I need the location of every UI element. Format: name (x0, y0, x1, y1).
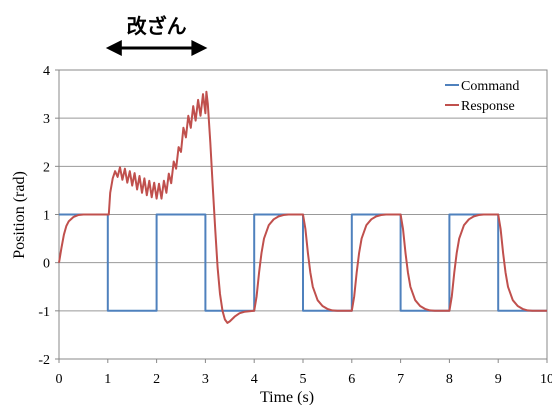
y-tick-label: 2 (43, 160, 50, 175)
x-tick-label: 6 (348, 372, 355, 387)
annotation: 改ざん (105, 14, 208, 56)
x-tick-label: 4 (251, 372, 258, 387)
y-tick-label: 3 (43, 112, 50, 127)
x-tick-label: 0 (56, 372, 63, 387)
annotation-arrowhead-right (191, 40, 208, 56)
x-tick-label: 10 (540, 372, 552, 387)
legend-label-command: Command (461, 79, 519, 94)
y-tick-label: 0 (43, 257, 50, 272)
y-tick-label: -1 (38, 305, 50, 320)
x-axis-title: Time (s) (260, 389, 314, 405)
legend: Command Response (445, 79, 519, 114)
x-tick-label: 9 (495, 372, 502, 387)
x-tick-label: 2 (153, 372, 160, 387)
y-tick-label: -2 (38, 353, 50, 368)
annotation-arrowhead-left (105, 40, 122, 56)
legend-label-response: Response (461, 99, 515, 114)
series-line-command (59, 213, 547, 312)
series-lines (58, 90, 547, 324)
x-tick-label: 5 (300, 372, 307, 387)
series-line-response (58, 90, 547, 324)
y-tick-label: 4 (43, 64, 50, 79)
y-axis-ticks: 4 3 2 1 0 -1 -2 (38, 64, 59, 368)
x-tick-label: 3 (202, 372, 209, 387)
x-tick-label: 1 (104, 372, 111, 387)
x-tick-label: 7 (397, 372, 404, 387)
annotation-label: 改ざん (127, 14, 187, 38)
x-tick-label: 8 (446, 372, 453, 387)
y-tick-label: 1 (43, 209, 50, 224)
x-axis-ticks: 0 1 2 3 4 5 6 7 8 9 10 (56, 359, 552, 387)
y-axis-title: Position (rad) (11, 171, 28, 259)
